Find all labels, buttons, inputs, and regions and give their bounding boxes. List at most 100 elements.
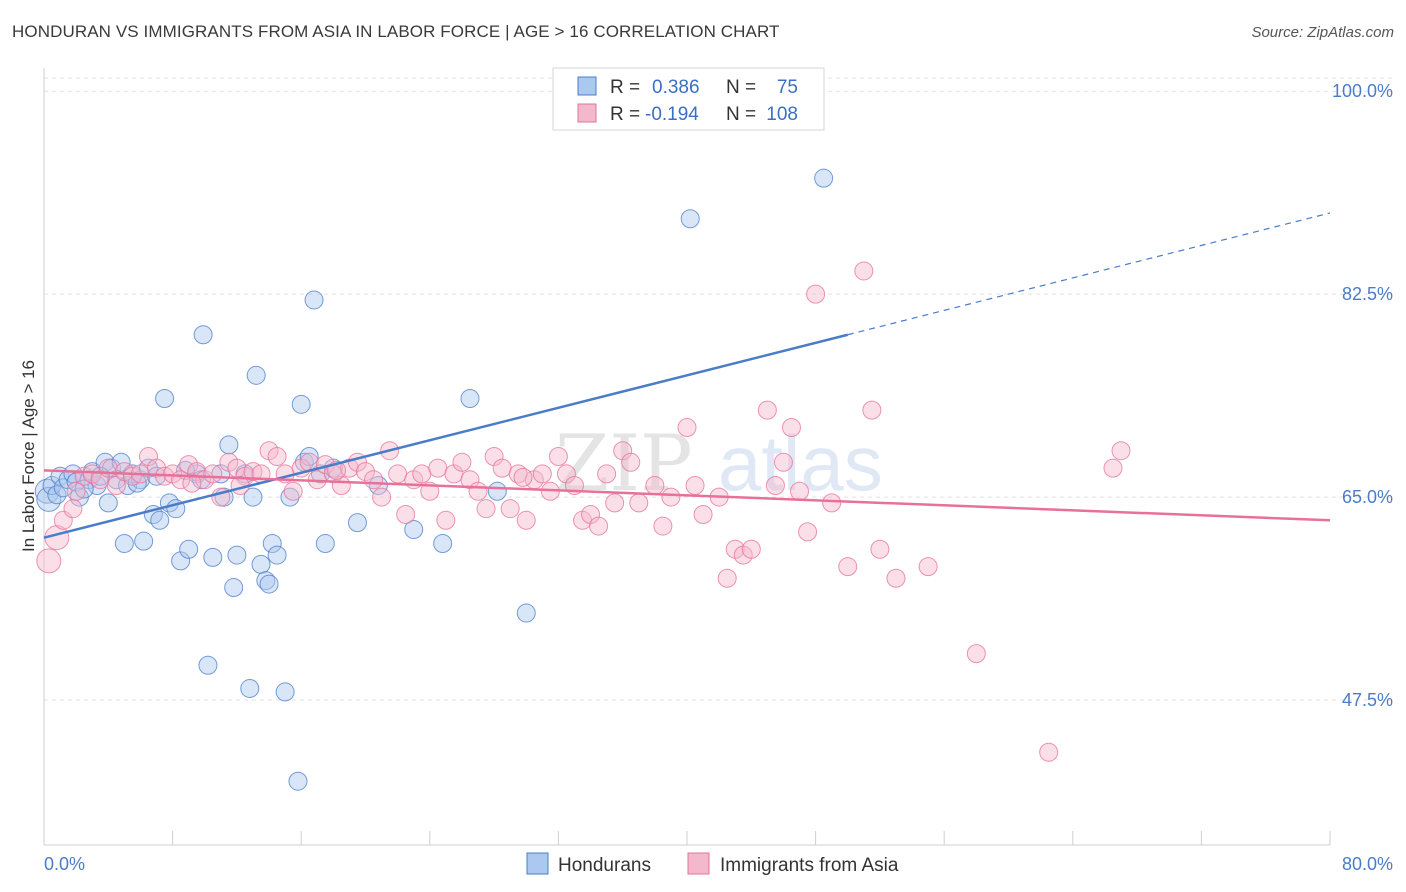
legend-n-label-1: N =: [726, 77, 756, 98]
point-hondurans: [259, 574, 279, 594]
point-asia: [886, 568, 906, 588]
point-hondurans: [251, 554, 271, 574]
point-hondurans: [433, 533, 453, 553]
y-tick-labels: 47.5% 65.0% 82.5% 100.0%: [1332, 81, 1393, 710]
point-hondurans: [275, 682, 295, 702]
point-asia: [862, 400, 882, 420]
point-hondurans: [224, 578, 244, 598]
legend-swatch-blue: [577, 76, 597, 96]
point-hondurans: [203, 547, 223, 567]
point-asia: [122, 466, 142, 486]
y-tick-label: 82.5%: [1342, 284, 1393, 304]
chart-title: HONDURAN VS IMMIGRANTS FROM ASIA IN LABO…: [12, 22, 780, 41]
legend-n-value-1: 75: [777, 77, 798, 98]
point-asia: [1039, 742, 1059, 762]
legend-n-label-2: N =: [726, 104, 756, 125]
point-asia: [428, 458, 448, 478]
legend-stats: R = 0.386 N = 75 R = -0.194 N = 108: [552, 67, 825, 131]
point-hondurans: [267, 545, 287, 565]
point-asia: [283, 481, 303, 501]
point-asia: [436, 510, 456, 530]
point-asia: [765, 475, 785, 495]
point-asia: [773, 452, 793, 472]
point-asia: [179, 455, 199, 475]
point-asia: [822, 493, 842, 513]
point-hondurans: [516, 603, 536, 623]
grid-lines: [44, 77, 1393, 701]
trend-line-asia: [43, 469, 1331, 522]
point-hondurans: [193, 325, 213, 345]
point-asia: [838, 557, 858, 577]
legend-r-label-1: R =: [610, 77, 640, 98]
point-hondurans: [179, 539, 199, 559]
point-asia: [629, 493, 649, 513]
point-hondurans: [404, 520, 424, 540]
point-hondurans: [299, 447, 319, 466]
point-asia: [532, 464, 552, 484]
point-asia: [806, 284, 826, 304]
point-asia: [781, 418, 801, 438]
point-asia: [203, 464, 223, 484]
legend-r-value-1: 0.386: [652, 77, 700, 98]
point-asia: [396, 504, 416, 524]
point-asia: [388, 464, 408, 484]
point-hondurans: [155, 389, 175, 409]
point-asia: [468, 481, 488, 501]
point-hondurans: [243, 487, 263, 507]
point-asia: [741, 539, 761, 559]
x-tick-label-min: 0.0%: [44, 854, 85, 874]
point-asia: [597, 464, 617, 484]
point-asia: [513, 467, 533, 487]
point-asia: [685, 475, 705, 495]
point-asia: [613, 441, 633, 461]
point-asia: [854, 261, 874, 281]
point-hondurans: [262, 533, 282, 553]
y-tick-label: 65.0%: [1342, 487, 1393, 507]
y-tick-label: 47.5%: [1342, 690, 1393, 710]
point-asia: [66, 481, 86, 501]
point-hondurans: [460, 389, 480, 409]
point-hondurans: [814, 168, 834, 188]
point-hondurans: [219, 435, 239, 455]
point-asia: [516, 510, 536, 530]
point-asia: [870, 539, 890, 559]
legend-n-value-2: 108: [766, 104, 798, 125]
point-hondurans: [198, 655, 218, 675]
x-tick-label-max: 80.0%: [1342, 854, 1393, 874]
point-hondurans: [114, 533, 134, 553]
trend-lines: [43, 212, 1331, 539]
point-hondurans: [487, 481, 507, 501]
series-legend: Hondurans Immigrants from Asia: [526, 852, 899, 876]
point-asia: [182, 473, 202, 493]
point-hondurans: [288, 771, 308, 791]
point-asia: [36, 548, 62, 574]
y-tick-label: 100.0%: [1332, 81, 1393, 101]
series-legend-label-asia: Immigrants from Asia: [720, 855, 899, 876]
point-hondurans: [256, 571, 276, 591]
point-asia: [500, 499, 520, 519]
point-asia: [548, 447, 568, 466]
point-asia: [790, 481, 810, 501]
point-asia: [717, 568, 737, 588]
data-points: [34, 70, 1131, 791]
point-asia: [581, 504, 601, 524]
point-hondurans: [134, 531, 154, 551]
point-asia: [138, 447, 158, 466]
point-hondurans: [246, 365, 266, 385]
point-hondurans: [304, 290, 324, 310]
point-asia: [757, 400, 777, 420]
point-asia: [460, 470, 480, 490]
point-asia: [605, 493, 625, 513]
point-hondurans: [347, 513, 367, 533]
y-axis-title: In Labor Force | Age > 16: [19, 360, 38, 552]
point-asia: [621, 452, 641, 472]
point-asia: [918, 557, 938, 577]
point-asia: [653, 516, 673, 536]
legend-frame: [552, 67, 825, 131]
x-ticks: [43, 831, 1331, 845]
point-asia: [556, 464, 576, 484]
legend-r-label-2: R =: [610, 104, 640, 125]
point-asia: [1103, 458, 1123, 478]
point-asia: [267, 447, 287, 466]
